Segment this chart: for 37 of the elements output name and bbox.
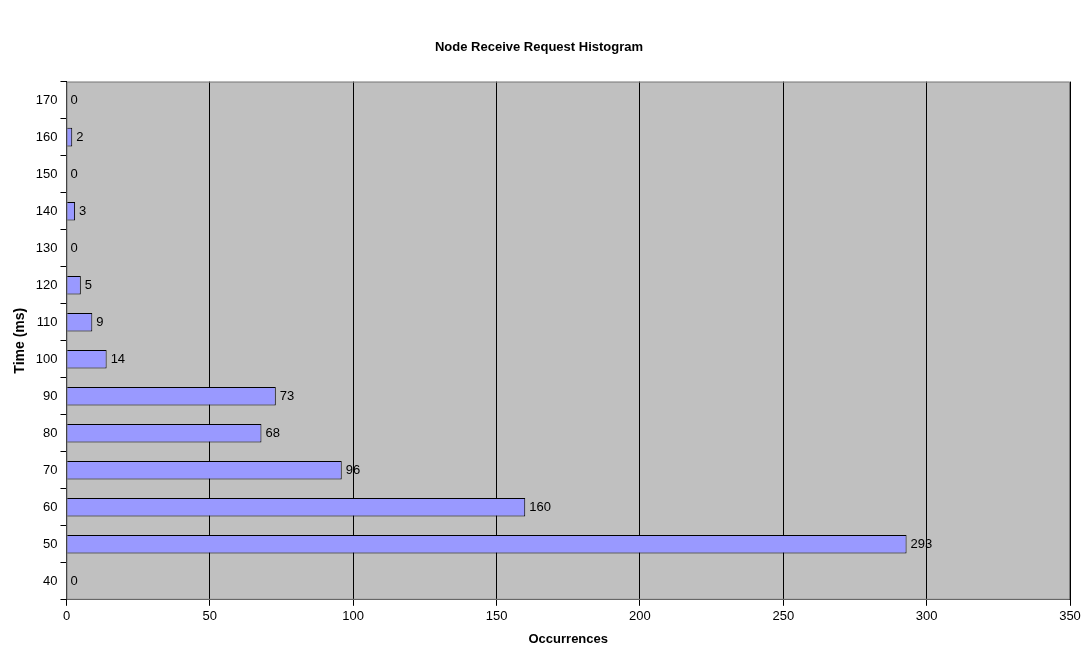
data-label: 73 [279, 387, 295, 403]
data-label: 0 [70, 572, 78, 588]
y-tick-label: 170 [35, 91, 58, 107]
data-label: 2 [76, 128, 84, 144]
data-label: 0 [70, 165, 78, 181]
y-tick-label: 80 [43, 424, 58, 440]
y-tick-label: 60 [43, 498, 58, 514]
x-tick-label: 350 [1059, 608, 1081, 624]
data-label: 0 [70, 91, 78, 107]
y-tick-label: 140 [35, 202, 58, 218]
y-axis-title: Time (ms) [11, 307, 28, 374]
y-tick-label: 40 [43, 572, 58, 588]
x-tick-label: 100 [342, 608, 365, 624]
x-tick-label: 200 [629, 608, 651, 624]
x-tick-label: 250 [772, 608, 795, 624]
x-tick-label: 50 [202, 608, 218, 624]
data-label: 3 [79, 202, 87, 218]
x-tick-label: 150 [485, 608, 508, 624]
data-label: 14 [110, 350, 126, 366]
y-tick-label: 110 [36, 313, 58, 329]
x-tick-label: 0 [62, 608, 71, 624]
y-tick-label: 130 [35, 239, 58, 255]
data-label: 9 [96, 313, 104, 329]
x-tick-label: 300 [915, 608, 938, 624]
y-tick-label: 70 [43, 461, 58, 477]
chart-title: Node Receive Request Histogram [434, 39, 644, 55]
y-tick-label: 160 [35, 128, 58, 144]
data-label: 0 [70, 239, 78, 255]
data-label: 5 [84, 276, 93, 292]
y-tick-label: 120 [35, 276, 58, 292]
data-label: 160 [529, 498, 551, 514]
data-label: 68 [265, 424, 280, 440]
y-tick-label: 50 [43, 535, 58, 551]
y-tick-label: 100 [35, 350, 58, 366]
x-axis-title: Occurrences [528, 630, 608, 646]
y-tick-label: 90 [43, 387, 58, 403]
y-tick-label: 150 [35, 165, 58, 181]
